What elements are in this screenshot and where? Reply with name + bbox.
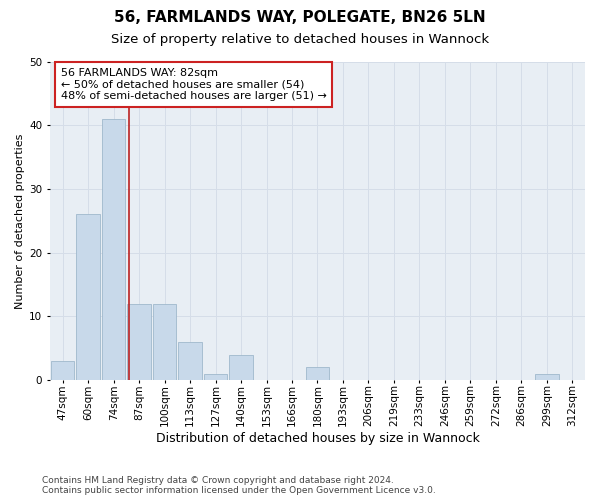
- Bar: [51, 361, 74, 380]
- Y-axis label: Number of detached properties: Number of detached properties: [15, 133, 25, 308]
- Bar: [204, 374, 227, 380]
- Text: Contains HM Land Registry data © Crown copyright and database right 2024.
Contai: Contains HM Land Registry data © Crown c…: [42, 476, 436, 495]
- Bar: [76, 214, 100, 380]
- Bar: [153, 304, 176, 380]
- Text: 56, FARMLANDS WAY, POLEGATE, BN26 5LN: 56, FARMLANDS WAY, POLEGATE, BN26 5LN: [114, 10, 486, 25]
- Bar: [127, 304, 151, 380]
- Text: 56 FARMLANDS WAY: 82sqm
← 50% of detached houses are smaller (54)
48% of semi-de: 56 FARMLANDS WAY: 82sqm ← 50% of detache…: [61, 68, 326, 101]
- Bar: [229, 354, 253, 380]
- X-axis label: Distribution of detached houses by size in Wannock: Distribution of detached houses by size …: [155, 432, 479, 445]
- Bar: [178, 342, 202, 380]
- Bar: [306, 368, 329, 380]
- Text: Size of property relative to detached houses in Wannock: Size of property relative to detached ho…: [111, 32, 489, 46]
- Bar: [102, 119, 125, 380]
- Bar: [535, 374, 559, 380]
